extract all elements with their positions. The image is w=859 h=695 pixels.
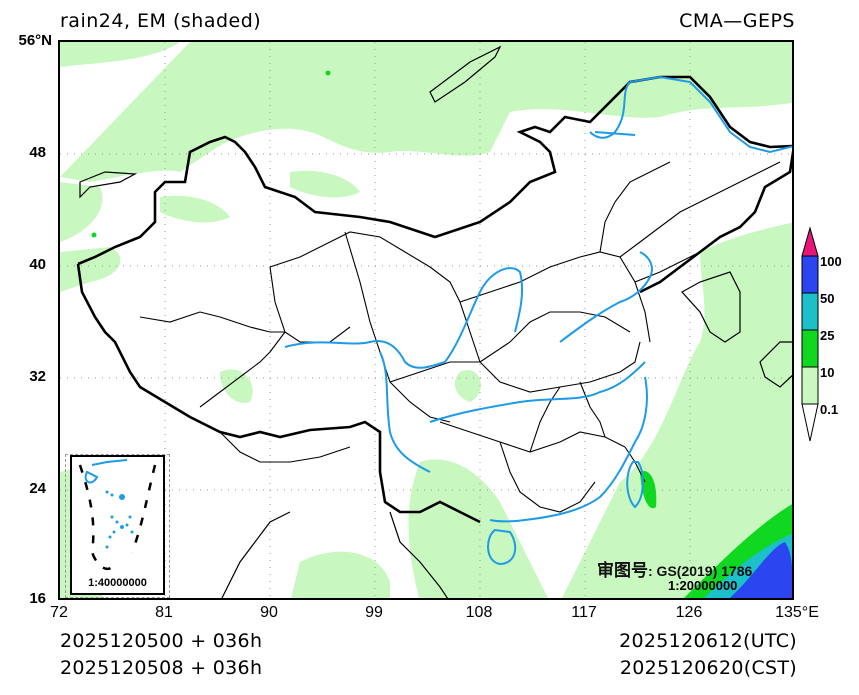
colorbar [801, 226, 819, 442]
x-tick-81: 81 [155, 604, 173, 621]
x-tick-108: 108 [465, 604, 493, 621]
x-tick-135: 135°E [775, 604, 819, 621]
colorbar-label-10: 10 [820, 365, 835, 380]
y-tick-56: 56°N [18, 32, 52, 49]
approval-label-cn: 审图号 [597, 561, 648, 581]
x-tick-90: 90 [260, 604, 278, 621]
inset-map [78, 459, 157, 571]
valid-time-utc: 2025120612(UTC) [619, 630, 797, 652]
chart-title: rain24, EM (shaded) [60, 10, 262, 32]
inset-scale-label: 1:40000000 [88, 577, 147, 589]
colorbar-label-100: 100 [820, 254, 842, 269]
provincial-borders [139, 161, 781, 513]
approval-code: : GS(2019) 1786 [648, 563, 753, 579]
valid-time-cst: 2025120620(CST) [619, 657, 797, 679]
inset-frame-dashed [65, 454, 170, 598]
y-tick-48: 48 [29, 144, 46, 161]
y-tick-32: 32 [29, 368, 46, 385]
map-panel [58, 40, 794, 600]
colorbar-label-25: 25 [820, 328, 835, 343]
init-time-utc: 2025120500 + 036h [60, 630, 263, 652]
x-tick-99: 99 [365, 604, 383, 621]
model-name: CMA—GEPS [679, 10, 795, 32]
rain-shading-50-100 [729, 542, 792, 598]
x-tick-117: 117 [571, 604, 597, 621]
init-time-cst: 2025120508 + 036h [60, 657, 263, 679]
colorbar-label-50: 50 [820, 291, 835, 306]
graticule [60, 42, 792, 598]
y-tick-24: 24 [29, 480, 46, 497]
national-border-west [76, 263, 481, 524]
map-scale-label: 1:20000000 [668, 578, 738, 593]
y-tick-40: 40 [29, 256, 46, 273]
rivers-coastline [284, 75, 792, 566]
rain-shading-light [60, 42, 792, 598]
precipitation-map [60, 42, 792, 598]
colorbar-label-0.1: 0.1 [820, 402, 839, 417]
x-tick-72: 72 [50, 604, 68, 621]
x-tick-126: 126 [675, 604, 703, 621]
neighbor-borders [79, 45, 792, 598]
national-border [77, 75, 792, 294]
south-china-sea-inset: 1:40000000 [70, 455, 165, 595]
map-approval-number: 审图号: GS(2019) 1786 [597, 556, 752, 581]
y-tick-16: 16 [29, 590, 46, 607]
